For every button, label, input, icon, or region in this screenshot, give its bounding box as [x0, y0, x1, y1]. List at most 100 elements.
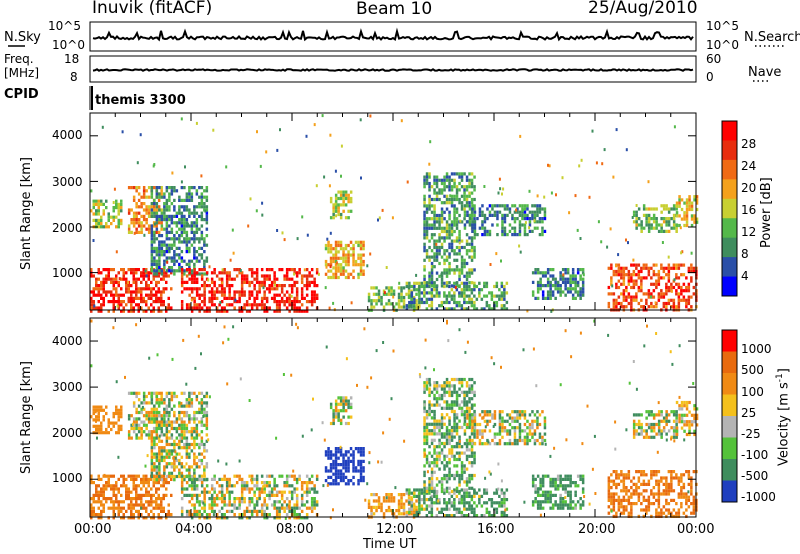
- echo-cell: [165, 391, 169, 395]
- echo-cell: [180, 266, 184, 270]
- echo-cell: [450, 445, 454, 449]
- echo-cell: [180, 274, 184, 278]
- echo-cell: [173, 404, 176, 408]
- echo-cell: [433, 255, 436, 259]
- echo-cell: [625, 238, 627, 242]
- echo-cell: [276, 229, 279, 232]
- echo-cell: [112, 201, 115, 204]
- echo-cell: [347, 415, 350, 419]
- echo-cell: [531, 229, 534, 233]
- echo-cell: [200, 274, 204, 278]
- echo-cell: [405, 491, 409, 495]
- echo-cell: [420, 491, 424, 495]
- echo-cell: [430, 416, 434, 420]
- echo-cell: [220, 293, 224, 297]
- echo-cell: [347, 421, 350, 426]
- echo-cell: [163, 458, 166, 463]
- echo-cell: [102, 303, 105, 307]
- echo-cell: [493, 284, 496, 289]
- echo-cell: [473, 288, 476, 292]
- echo-cell: [559, 284, 562, 288]
- echo-cell: [170, 433, 174, 437]
- echo-cell: [425, 457, 429, 462]
- echo-cell: [485, 300, 489, 305]
- echo-cell: [440, 425, 444, 430]
- echo-cell: [332, 412, 335, 416]
- echo-cell: [410, 297, 414, 301]
- echo-cell: [305, 500, 309, 504]
- echo-cell: [549, 274, 552, 278]
- echo-cell: [473, 175, 476, 179]
- echo-cell: [685, 204, 689, 208]
- echo-cell: [347, 459, 350, 463]
- echo-cell: [150, 250, 154, 254]
- echo-cell: [135, 407, 138, 411]
- echo-cell: [260, 509, 264, 513]
- echo-cell: [173, 221, 176, 225]
- echo-cell: [470, 185, 474, 189]
- echo-cell: [344, 256, 348, 260]
- echo-cell: [239, 269, 242, 272]
- echo-cell: [435, 242, 438, 246]
- echo-cell: [140, 493, 143, 497]
- echo-cell: [433, 464, 436, 468]
- echo-cell: [536, 284, 540, 288]
- echo-cell: [180, 280, 184, 284]
- echo-cell: [380, 295, 383, 300]
- echo-cell: [200, 420, 204, 424]
- echo-cell: [362, 247, 365, 251]
- echo-cell: [506, 233, 509, 237]
- echo-cell: [332, 482, 335, 486]
- echo-cell: [465, 491, 469, 495]
- echo-cell: [448, 473, 451, 478]
- echo-cell: [270, 296, 274, 300]
- echo-cell: [115, 202, 118, 206]
- echo-cell: [139, 133, 142, 137]
- echo-cell: [443, 229, 446, 234]
- echo-cell: [453, 194, 456, 198]
- echo-cell: [448, 213, 451, 218]
- echo-cell: [185, 243, 189, 247]
- echo-cell: [445, 441, 449, 446]
- echo-cell: [495, 252, 498, 256]
- echo-cell: [337, 209, 340, 213]
- echo-cell: [165, 198, 169, 202]
- echo-cell: [190, 433, 194, 437]
- echo-cell: [160, 227, 163, 231]
- echo-cell: [105, 405, 108, 409]
- echo-cell: [298, 506, 301, 510]
- echo-cell: [310, 500, 314, 504]
- echo-cell: [173, 186, 176, 190]
- echo-cell: [430, 454, 434, 458]
- echo-cell: [425, 435, 429, 439]
- echo-cell: [410, 512, 413, 516]
- echo-cell: [125, 487, 128, 491]
- echo-cell: [155, 442, 159, 447]
- echo-cell: [667, 298, 671, 302]
- echo-cell: [430, 483, 434, 487]
- echo-cell: [180, 180, 183, 184]
- echo-cell: [690, 263, 693, 267]
- echo-cell: [258, 493, 261, 497]
- echo-cell: [160, 195, 164, 199]
- echo-cell: [180, 211, 184, 215]
- echo-cell: [428, 464, 431, 468]
- echo-cell: [163, 240, 166, 244]
- echo-cell: [435, 425, 439, 430]
- echo-cell: [165, 404, 169, 408]
- echo-cell: [158, 446, 161, 450]
- echo-cell: [483, 226, 487, 230]
- echo-cell: [165, 449, 169, 453]
- echo-cell: [185, 221, 189, 225]
- echo-cell: [185, 224, 189, 228]
- echo-cell: [362, 272, 365, 276]
- echo-cell: [347, 272, 350, 276]
- echo-cell: [430, 486, 434, 490]
- echo-cell: [288, 506, 291, 510]
- echo-cell: [250, 509, 254, 513]
- echo-cell: [97, 284, 100, 288]
- echo-cell: [168, 224, 171, 228]
- echo-cell: [97, 474, 100, 478]
- echo-cell: [198, 195, 201, 199]
- echo-cell: [173, 269, 176, 273]
